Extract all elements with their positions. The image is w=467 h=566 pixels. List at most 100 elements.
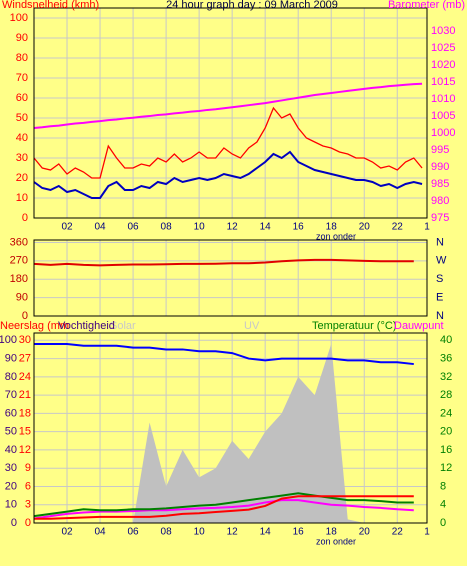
y2-tick-label: 32 [440, 371, 452, 383]
y3-tick-label: 21 [19, 389, 31, 401]
x-tick-label: 12 [227, 527, 239, 538]
y-tick-label: 70 [16, 72, 28, 84]
y3-tick-label: 15 [19, 426, 31, 438]
y2-tick-label: 1000 [431, 127, 455, 139]
y-tick-label: 360 [10, 236, 28, 248]
y-tick-label: 50 [16, 112, 28, 124]
y-tick-label: 0 [11, 517, 17, 529]
y-tick-label: 180 [10, 273, 28, 285]
y-tick-label: 80 [5, 371, 17, 383]
plot-frame [33, 239, 428, 317]
x-tick-label: 02 [61, 527, 73, 538]
y3-tick-label: 30 [19, 334, 31, 346]
solar-area [34, 343, 414, 523]
x-tick-label: 08 [161, 222, 173, 233]
x-tick-label: 06 [128, 527, 140, 538]
y-tick-label: 20 [5, 480, 17, 492]
x-tick-label: 12 [227, 222, 239, 233]
x-tick-label: 22 [392, 222, 404, 233]
plot-area [34, 8, 427, 218]
annotation: zon onder [316, 231, 356, 241]
y-tick-label: 270 [10, 255, 28, 267]
annotation: zon onder [316, 536, 356, 546]
x-tick-label: 22 [392, 527, 404, 538]
y-tick-label: 90 [16, 292, 28, 304]
y3-tick-label: 12 [19, 444, 31, 456]
plot-frame [33, 332, 428, 524]
y3-tick-label: 24 [19, 371, 31, 383]
axis-label: Solar [110, 320, 136, 332]
y2-tick-label: S [436, 273, 443, 285]
y2-tick-label: 36 [440, 352, 452, 364]
series-line [33, 106, 423, 179]
y2-tick-label: 985 [431, 178, 449, 190]
y-tick-label: 70 [5, 389, 17, 401]
y2-tick-label: N [436, 236, 444, 248]
y2-tick-label: 1010 [431, 93, 455, 105]
y2-tick-label: 1015 [431, 76, 455, 88]
y-tick-label: 40 [5, 444, 17, 456]
y2-tick-label: 16 [440, 444, 452, 456]
y2-tick-label: 8 [440, 480, 446, 492]
chart-title: 24 hour graph day : 09 March 2009 [166, 0, 338, 11]
x-tick-label: 02 [61, 222, 73, 233]
axis-label: Windsnelheid (kmh) [2, 0, 99, 11]
x-tick-label: 18 [326, 222, 338, 233]
y2-tick-label: 4 [440, 499, 446, 511]
y-tick-label: 90 [5, 352, 17, 364]
y3-tick-label: 3 [25, 499, 31, 511]
x-tick-label: 16 [293, 527, 305, 538]
y2-tick-label: 980 [431, 195, 449, 207]
y2-tick-label: 24 [440, 407, 452, 419]
y-tick-label: 20 [16, 172, 28, 184]
x-tick-label: 20 [359, 527, 371, 538]
y3-tick-label: 9 [25, 462, 31, 474]
series-line [34, 495, 414, 520]
y2-tick-label: 1020 [431, 59, 455, 71]
plot-frame [33, 7, 428, 219]
y2-tick-label: N [436, 310, 444, 322]
y-tick-label: 40 [16, 132, 28, 144]
series-line [33, 150, 423, 199]
y3-tick-label: 6 [25, 480, 31, 492]
x-tick-label: 16 [293, 222, 305, 233]
y-tick-label: 50 [5, 426, 17, 438]
x-tick-label: 04 [94, 222, 106, 233]
series-line [33, 499, 414, 520]
y2-tick-label: 995 [431, 144, 449, 156]
y3-tick-label: 27 [19, 352, 31, 364]
x-tick-label: 14 [260, 527, 272, 538]
y2-tick-label: 990 [431, 161, 449, 173]
y2-tick-label: 1005 [431, 110, 455, 122]
axis-label: Barometer (mb) [388, 0, 465, 11]
axis-label: Neerslag (mm [0, 320, 69, 332]
y2-tick-label: 28 [440, 389, 452, 401]
y2-tick-label: 0 [440, 517, 446, 529]
y2-tick-label: 12 [440, 462, 452, 474]
y-tick-label: 100 [0, 334, 17, 346]
y2-tick-label: 20 [440, 426, 452, 438]
y-tick-label: 90 [16, 32, 28, 44]
x-tick-label: 04 [94, 527, 106, 538]
y-tick-label: 60 [5, 407, 17, 419]
x-tick-label: 1 [424, 222, 430, 233]
y3-tick-label: 0 [25, 517, 31, 529]
y2-tick-label: 1030 [431, 25, 455, 37]
y2-tick-label: 40 [440, 334, 452, 346]
y-tick-label: 10 [16, 192, 28, 204]
y-tick-label: 0 [22, 310, 28, 322]
axis-label: Vochtigheid [58, 320, 115, 332]
series-line [34, 342, 414, 366]
y-tick-label: 10 [5, 499, 17, 511]
y-tick-label: 80 [16, 52, 28, 64]
y-tick-label: 100 [10, 12, 28, 24]
y2-tick-label: E [436, 292, 443, 304]
axis-label: Dauwpunt [394, 320, 444, 332]
x-tick-label: 10 [194, 527, 206, 538]
x-tick-label: 08 [161, 527, 173, 538]
x-tick-label: 06 [128, 222, 140, 233]
x-tick-label: 18 [326, 527, 338, 538]
y2-tick-label: 975 [431, 212, 449, 224]
x-tick-label: 10 [194, 222, 206, 233]
